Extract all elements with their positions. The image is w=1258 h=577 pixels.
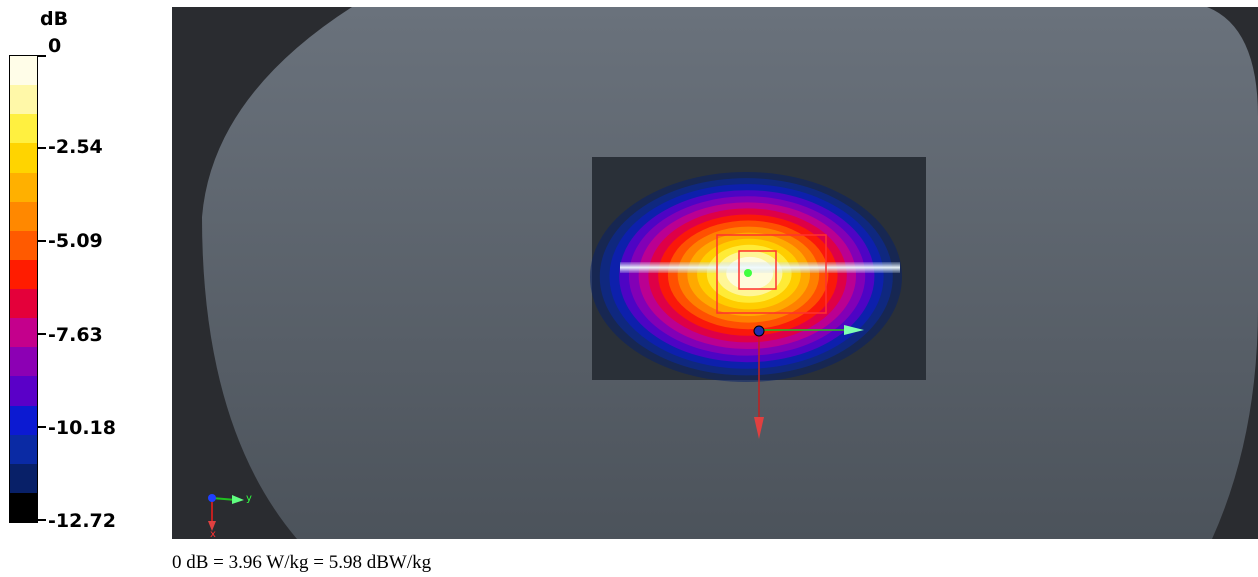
orientation-triad: y x xyxy=(208,493,252,539)
zoom-scan-inner-box xyxy=(738,250,777,290)
y-arrow-head-icon xyxy=(844,325,864,335)
colorbar-swatch xyxy=(10,347,37,377)
tick-mark-3 xyxy=(37,333,46,335)
tick-mark-5 xyxy=(37,519,46,521)
colorbar-swatch xyxy=(10,376,37,406)
x-arrow-head-icon xyxy=(754,417,764,439)
colorbar-legend: dB 0 -2.54 -5.09 -7.63 -10.18 -12.72 xyxy=(0,0,170,545)
colorbar-swatch xyxy=(10,289,37,319)
probe-highlight-strip xyxy=(620,262,900,273)
colorbar-gradient xyxy=(9,55,38,523)
3d-viewport[interactable]: y x xyxy=(172,7,1258,539)
colorbar-swatch xyxy=(10,434,37,464)
legend-unit-label: dB xyxy=(40,8,69,30)
triad-x-label: x xyxy=(210,529,216,539)
colorbar-swatch xyxy=(10,56,37,86)
tick-label-4: -10.18 xyxy=(48,417,116,439)
colorbar-swatch xyxy=(10,463,37,493)
colorbar-swatch xyxy=(10,85,37,115)
colorbar-swatch xyxy=(10,201,37,231)
tick-mark-4 xyxy=(37,426,46,428)
sar-contours xyxy=(590,172,902,382)
footer-reference-text: 0 dB = 3.96 W/kg = 5.98 dBW/kg xyxy=(172,552,432,573)
tick-mark-1 xyxy=(37,147,46,149)
origin-marker xyxy=(753,325,765,337)
tick-label-0: 0 xyxy=(48,35,62,57)
colorbar-swatch xyxy=(10,230,37,260)
tick-mark-2 xyxy=(37,240,46,242)
colorbar-swatch xyxy=(10,143,37,173)
peak-marker xyxy=(744,269,752,277)
tick-label-2: -5.09 xyxy=(48,230,103,252)
tick-label-5: -12.72 xyxy=(48,510,116,532)
triad-y-label: y xyxy=(246,493,252,504)
colorbar-swatch xyxy=(10,172,37,202)
colorbar-swatch xyxy=(10,259,37,289)
colorbar-swatch xyxy=(10,492,37,522)
tick-label-3: -7.63 xyxy=(48,324,103,346)
colorbar-swatch xyxy=(10,405,37,435)
tick-label-1: -2.54 xyxy=(48,136,103,158)
viewport-scene: y x xyxy=(202,7,1258,539)
zoom-scan-outer-box xyxy=(716,234,827,314)
colorbar-swatch xyxy=(10,318,37,348)
local-axes xyxy=(753,325,864,439)
colorbar-swatch xyxy=(10,114,37,144)
tick-mark-0 xyxy=(37,55,46,57)
